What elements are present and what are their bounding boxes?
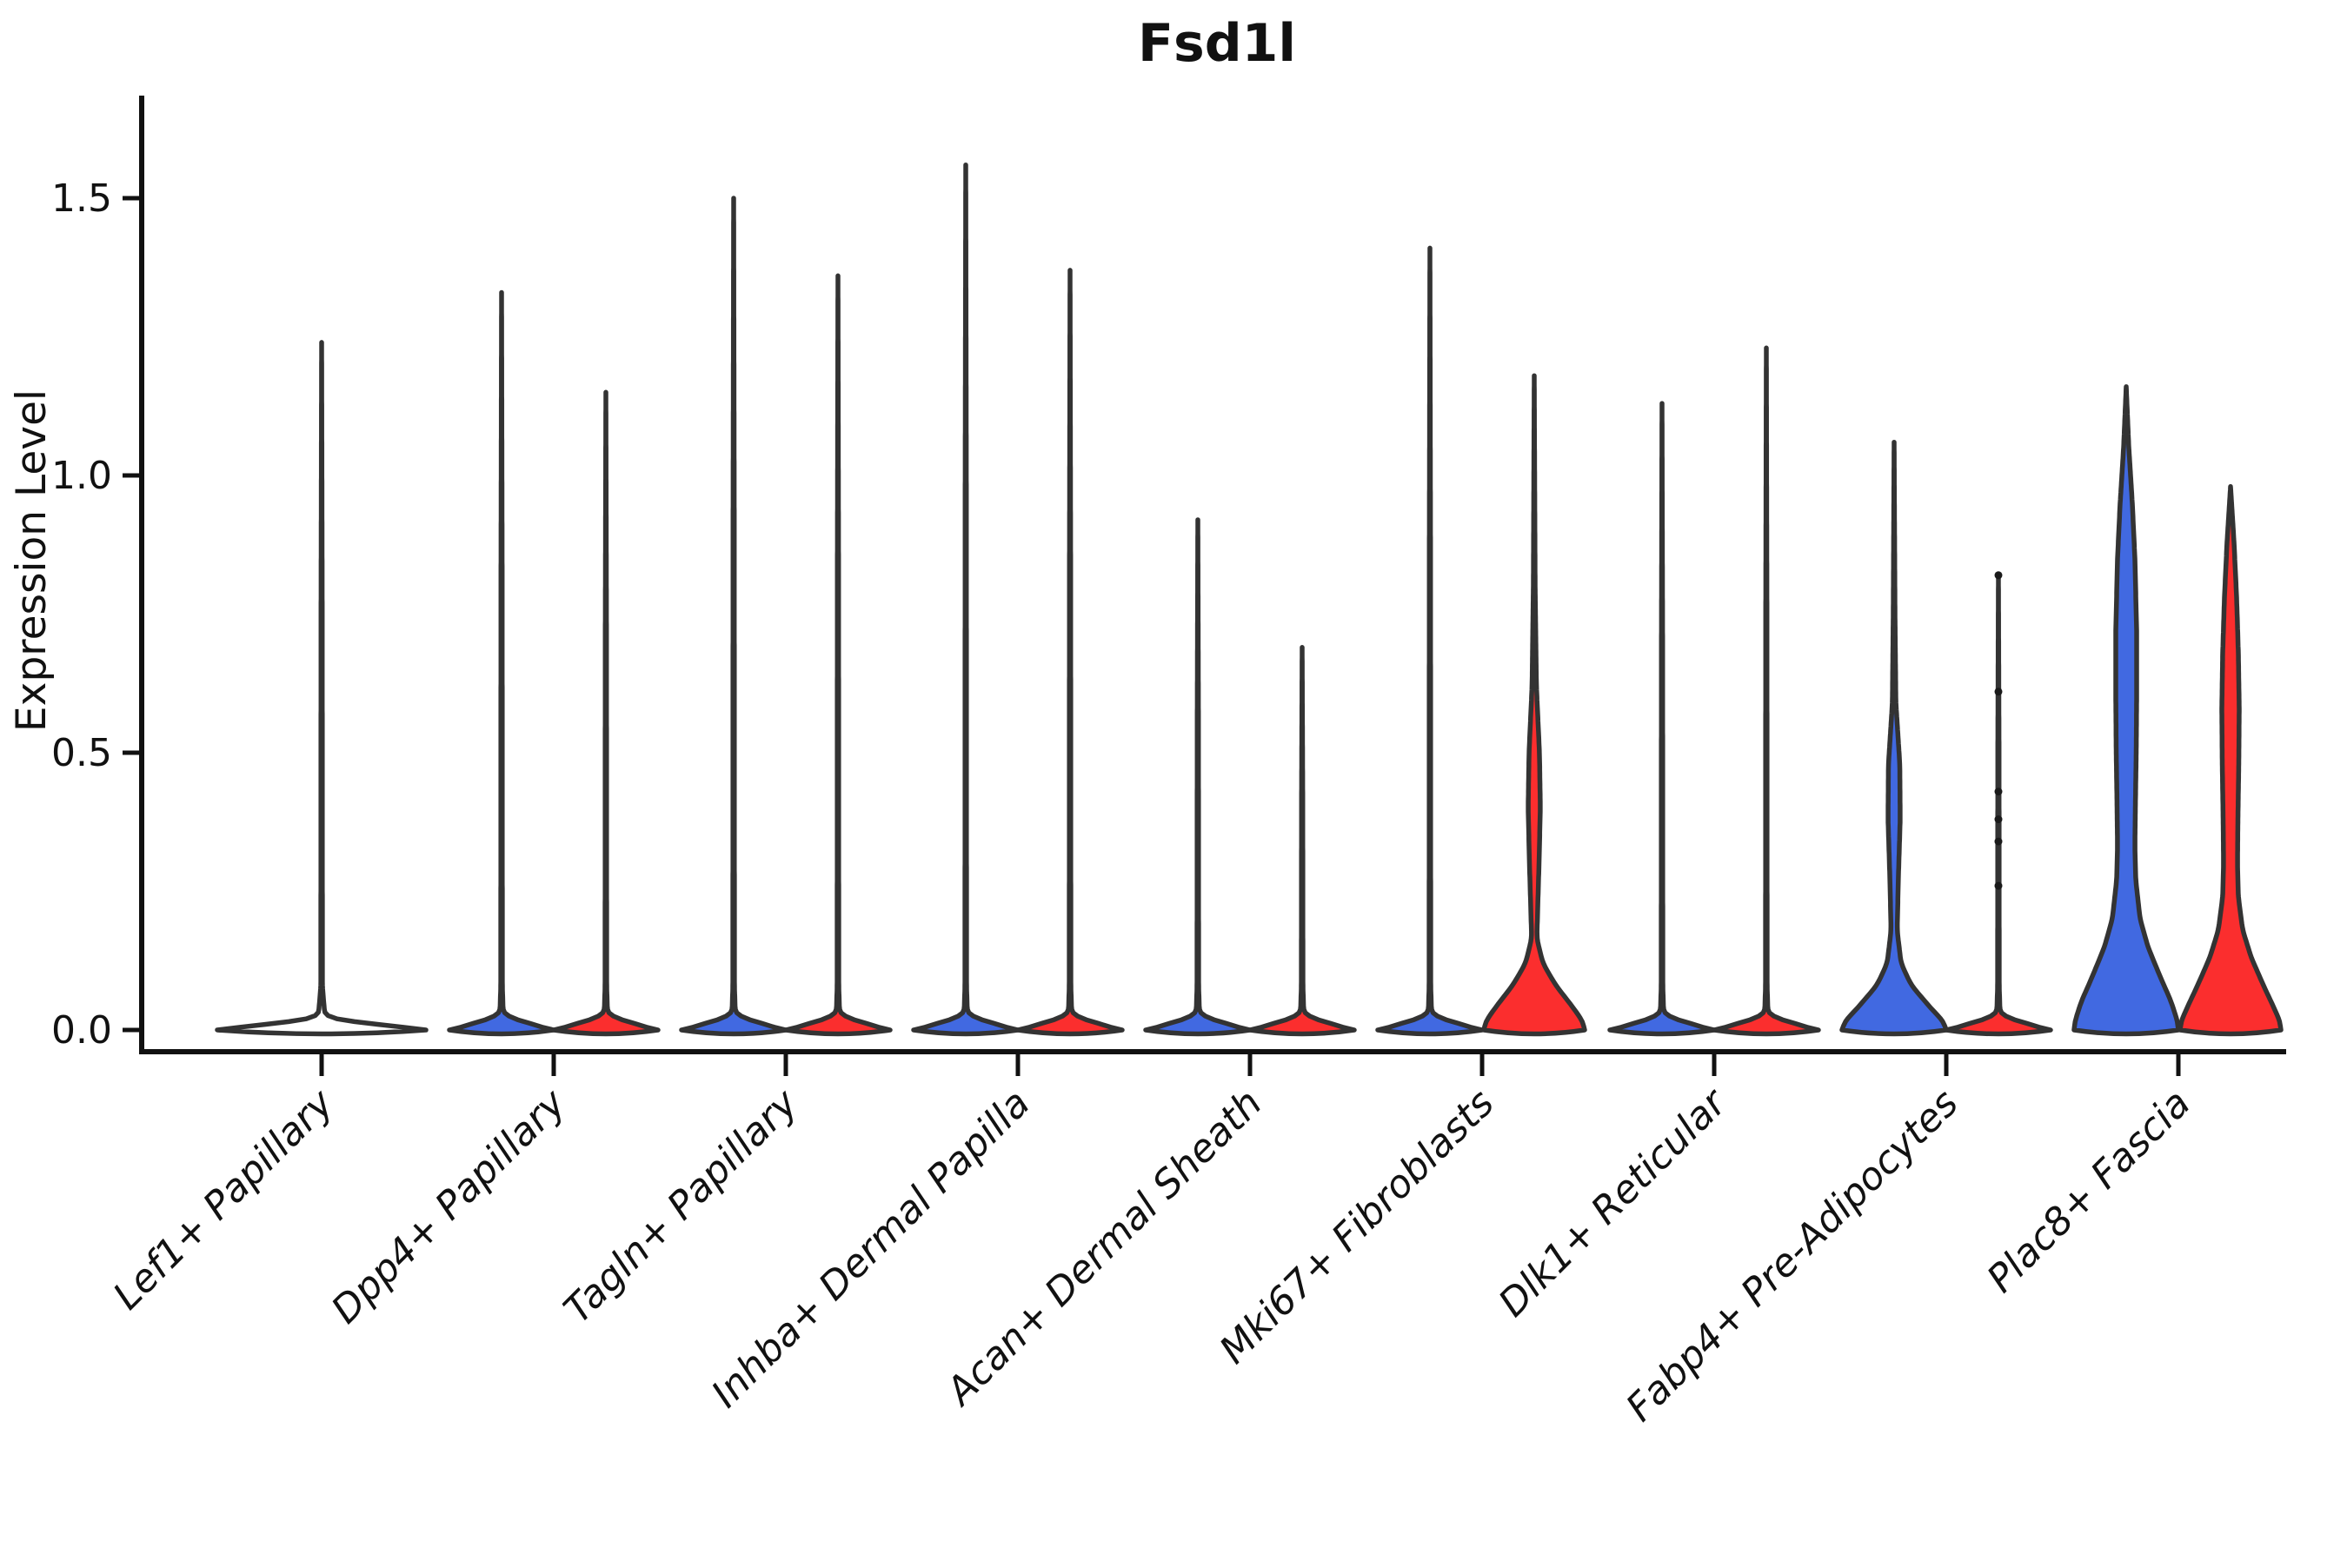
x-tick-label-dlk1-reticular: Dlk1+ Reticular (1490, 1080, 1736, 1325)
jitter-point-fabp4-pre-adipocytes (1994, 881, 2003, 890)
violin-dlk1-reticular-right (1712, 345, 1821, 1037)
violin-dpp4-papillary-right (551, 389, 661, 1037)
violin-inhba-dermal-papilla-right (1015, 268, 1125, 1037)
violin-tagln-papillary-right (783, 273, 893, 1037)
x-tick-label-tagln-papillary: Tagln+ Papillary (555, 1080, 807, 1332)
violin-inhba-dermal-papilla-left (911, 162, 1021, 1037)
violin-mki67-fibroblasts-right (1481, 373, 1587, 1037)
violin-fabp4-pre-adipocytes-left (1839, 439, 1949, 1037)
y-tick-label: 0.0 (51, 1008, 112, 1053)
x-tick-label-lef1-papillary: Lef1+ Papillary (105, 1080, 343, 1319)
jitter-point-fabp4-pre-adipocytes (1994, 787, 2003, 796)
violin-acan-dermal-sheath-left (1143, 517, 1253, 1037)
jitter-point-fabp4-pre-adipocytes (1994, 815, 2003, 824)
violin-acan-dermal-sheath-right (1247, 645, 1357, 1037)
violin-dpp4-papillary-left (447, 289, 556, 1037)
jitter-point-fabp4-pre-adipocytes (1994, 688, 2003, 696)
x-tick-label-dpp4-papillary: Dpp4+ Papillary (323, 1080, 575, 1332)
violin-lef1-papillary-single (215, 340, 429, 1037)
violin-mki67-fibroblasts-left (1375, 245, 1485, 1037)
violin-plac8-fascia-left (2071, 384, 2181, 1037)
x-tick-label-plac8-fascia: Plac8+ Fascia (1978, 1081, 2198, 1301)
y-tick-label: 1.5 (51, 176, 112, 221)
y-tick-label: 0.5 (51, 731, 112, 775)
violin-dlk1-reticular-left (1607, 401, 1717, 1037)
jitter-point-fabp4-pre-adipocytes (1994, 571, 2003, 580)
jitter-point-fabp4-pre-adipocytes (1994, 837, 2003, 846)
violin-fabp4-pre-adipocytes-right (1944, 573, 2053, 1037)
chart-title: Fsd1l (1138, 13, 1296, 74)
violin-layer (215, 162, 2284, 1037)
violin-tagln-papillary-left (679, 196, 788, 1037)
violin-plac8-fascia-right (2177, 484, 2284, 1037)
y-axis-label: Expression Level (8, 389, 56, 732)
y-tick-label: 1.0 (51, 454, 112, 498)
